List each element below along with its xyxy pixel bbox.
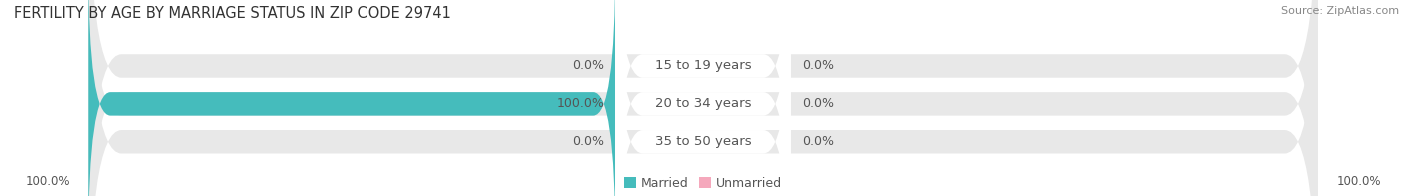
FancyBboxPatch shape bbox=[89, 0, 1317, 196]
Text: 100.0%: 100.0% bbox=[25, 175, 70, 188]
Text: 20 to 34 years: 20 to 34 years bbox=[655, 97, 751, 110]
Text: 0.0%: 0.0% bbox=[801, 135, 834, 148]
Text: 0.0%: 0.0% bbox=[801, 97, 834, 110]
FancyBboxPatch shape bbox=[89, 0, 1317, 196]
Legend: Married, Unmarried: Married, Unmarried bbox=[624, 177, 782, 190]
FancyBboxPatch shape bbox=[89, 0, 616, 196]
FancyBboxPatch shape bbox=[616, 0, 790, 196]
Text: 100.0%: 100.0% bbox=[557, 97, 605, 110]
Text: 0.0%: 0.0% bbox=[572, 135, 605, 148]
FancyBboxPatch shape bbox=[616, 0, 790, 196]
FancyBboxPatch shape bbox=[89, 0, 1317, 196]
Text: 15 to 19 years: 15 to 19 years bbox=[655, 60, 751, 73]
FancyBboxPatch shape bbox=[616, 0, 790, 196]
Text: FERTILITY BY AGE BY MARRIAGE STATUS IN ZIP CODE 29741: FERTILITY BY AGE BY MARRIAGE STATUS IN Z… bbox=[14, 6, 451, 21]
Text: 0.0%: 0.0% bbox=[801, 60, 834, 73]
Text: 0.0%: 0.0% bbox=[572, 60, 605, 73]
Text: 100.0%: 100.0% bbox=[1336, 175, 1381, 188]
Text: 35 to 50 years: 35 to 50 years bbox=[655, 135, 751, 148]
Text: Source: ZipAtlas.com: Source: ZipAtlas.com bbox=[1281, 6, 1399, 16]
